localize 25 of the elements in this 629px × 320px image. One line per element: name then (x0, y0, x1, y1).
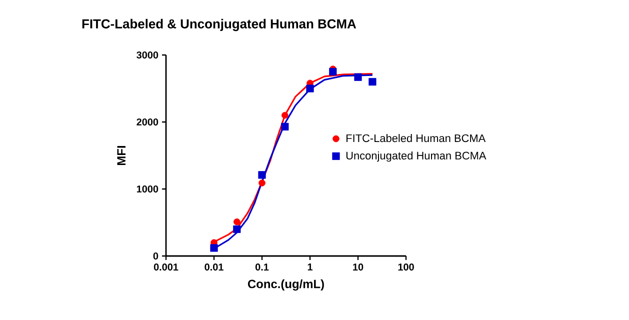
y-tick-label: 0 (153, 252, 158, 260)
chart-title: FITC-Labeled & Unconjugated Human BCMA (82, 18, 356, 32)
legend-label: Unconjugated Human BCMA (346, 151, 486, 162)
y-axis-title: MFI (117, 146, 126, 165)
point (282, 112, 288, 119)
point (234, 218, 240, 226)
y-tick-label: 3000 (136, 51, 158, 59)
point (354, 73, 362, 81)
point (258, 171, 266, 179)
x-tick-label: 0.1 (255, 264, 269, 271)
y-tick-label: 1000 (136, 185, 158, 193)
point (258, 180, 266, 186)
x-tick-label: 0.01 (204, 264, 224, 271)
x-tick-label: 0.001 (154, 264, 178, 271)
y-tick-label: 2000 (136, 118, 158, 126)
point (281, 122, 289, 130)
point (306, 84, 314, 92)
point (329, 68, 337, 76)
x-tick-label: 10 (353, 264, 364, 271)
point (233, 225, 241, 233)
x-tick-label: 100 (398, 264, 414, 271)
x-tick-label: 1 (308, 264, 313, 270)
x-axis-title: Conc.(ug/mL) (248, 279, 324, 291)
point (210, 244, 218, 252)
legend-label: FITC-Labeled Human BCMA (346, 134, 486, 142)
